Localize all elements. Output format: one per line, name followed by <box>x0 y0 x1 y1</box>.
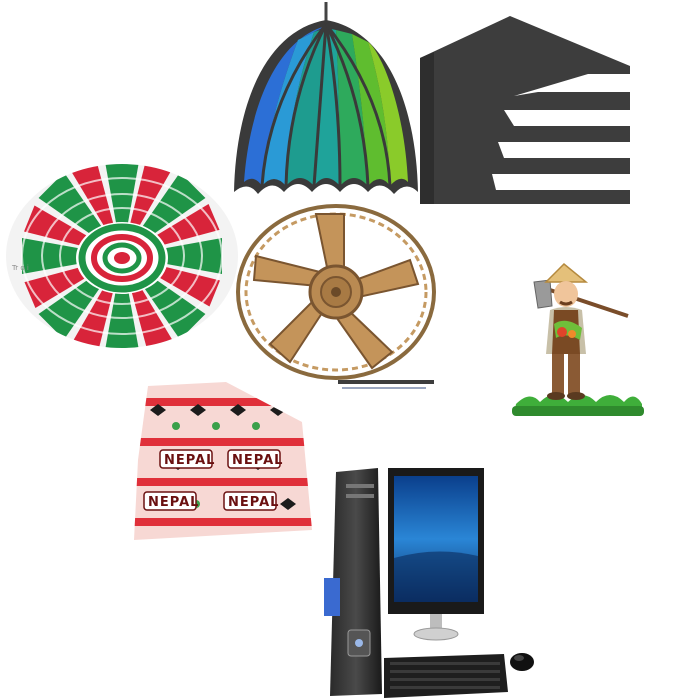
umbrella-icon <box>228 0 424 210</box>
farmer-icon <box>510 262 646 420</box>
house-logo-icon <box>418 14 634 206</box>
wooden-wheel-icon <box>234 202 440 394</box>
woven-basket-icon: Tr o i <box>4 160 240 352</box>
basket-caption: Tr o i <box>11 264 29 272</box>
cap-label: NEPAL <box>232 453 283 468</box>
cap-label: NEPAL <box>228 495 279 510</box>
cap-label: NEPAL <box>164 453 215 468</box>
cap-label: NEPAL <box>148 495 199 510</box>
dhaka-topi-cap-icon: NEPAL NEPAL NEPAL NEPAL <box>130 380 316 546</box>
desktop-computer-icon <box>318 466 544 700</box>
